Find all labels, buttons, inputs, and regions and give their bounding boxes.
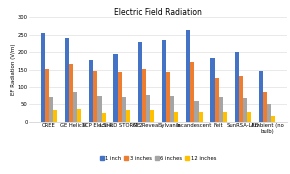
Bar	[49, 97, 53, 122]
Bar	[162, 40, 166, 122]
Bar	[53, 110, 57, 122]
Bar	[146, 95, 150, 122]
Bar	[194, 101, 199, 122]
Bar	[170, 96, 174, 122]
Bar	[117, 72, 122, 122]
Bar	[199, 112, 203, 122]
Bar	[45, 69, 49, 122]
Bar	[259, 71, 263, 122]
Bar	[93, 71, 97, 122]
Bar	[219, 97, 223, 122]
Bar	[223, 112, 227, 122]
Title: Electric Field Radiation: Electric Field Radiation	[114, 8, 202, 17]
Bar	[215, 78, 219, 122]
Bar	[77, 109, 81, 122]
Bar	[142, 69, 146, 122]
Bar	[166, 72, 170, 122]
Bar	[138, 42, 142, 122]
Bar	[122, 97, 126, 122]
Bar	[113, 54, 117, 122]
Bar	[73, 92, 77, 122]
Bar	[150, 110, 154, 122]
Bar	[126, 110, 130, 122]
Y-axis label: EF Radiation (V/m): EF Radiation (V/m)	[11, 44, 16, 95]
Bar	[190, 62, 194, 122]
Bar	[211, 58, 215, 122]
Bar	[186, 30, 190, 122]
Bar	[267, 104, 271, 122]
Bar	[174, 112, 178, 122]
Bar	[41, 33, 45, 122]
Bar	[89, 60, 93, 122]
Bar	[97, 96, 102, 122]
Bar	[65, 38, 69, 122]
Legend: 1 inch, 3 inches, 6 inches, 12 inches: 1 inch, 3 inches, 6 inches, 12 inches	[97, 154, 219, 163]
Bar	[263, 92, 267, 122]
Bar	[247, 112, 251, 122]
Bar	[271, 116, 276, 122]
Bar	[239, 76, 243, 122]
Bar	[69, 64, 73, 122]
Bar	[243, 98, 247, 122]
Bar	[235, 52, 239, 122]
Bar	[102, 113, 106, 122]
